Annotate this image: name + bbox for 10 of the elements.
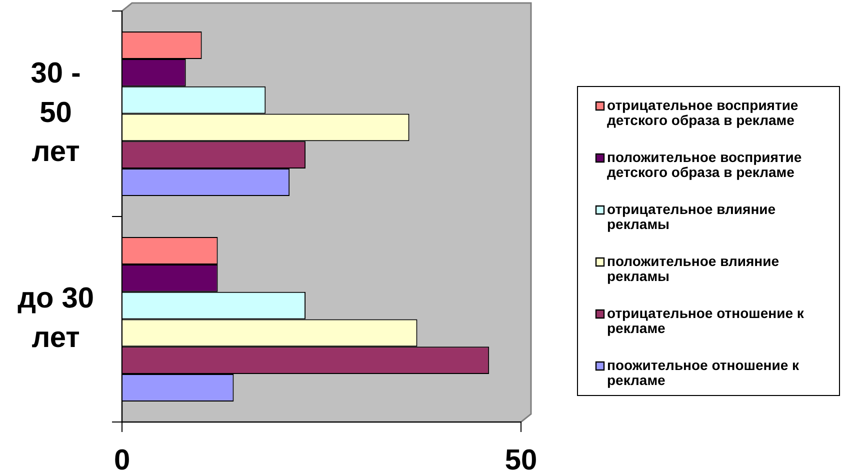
- legend-label: поожительное отношение к рекламе: [607, 356, 800, 388]
- legend-label: отрицательное восприятие детского образа в рекламе: [607, 96, 798, 128]
- x-tick-label: 0: [114, 444, 130, 476]
- y-tick-label: 30 - 50 лет: [30, 58, 81, 168]
- legend-label: положительное восприятие детского образа в рекламе: [607, 148, 802, 180]
- y-tick-label: до 30 лет: [18, 282, 94, 354]
- x-tick-label: 50: [504, 444, 538, 476]
- legend-label: отрицательное влияние рекламы: [607, 200, 776, 232]
- legend-label: положительное влияние рекламы: [607, 252, 780, 284]
- legend-label: отрицательное отношение к рекламе: [607, 304, 805, 336]
